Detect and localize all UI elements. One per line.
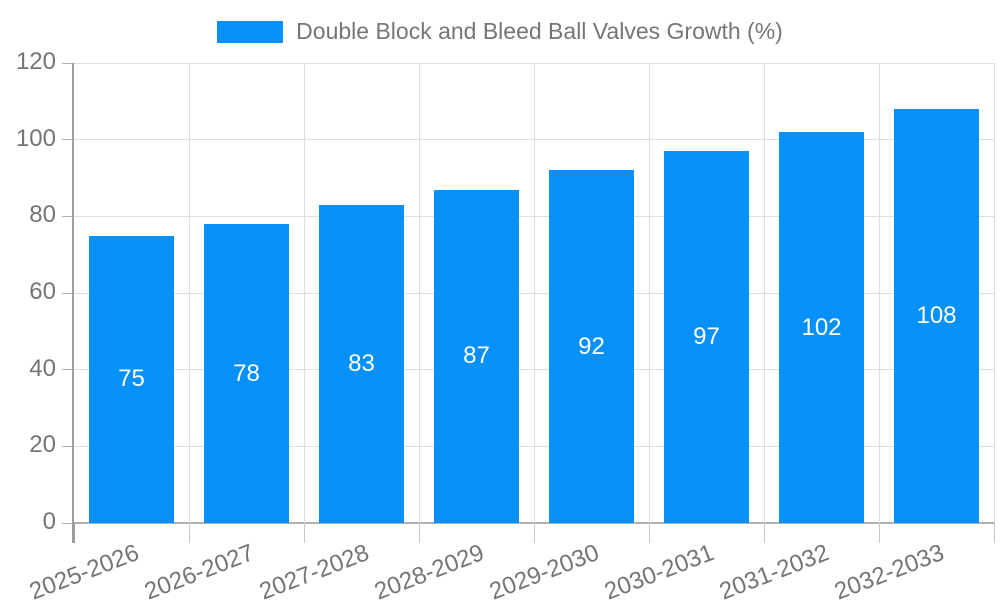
y-axis-label: 120	[15, 48, 56, 76]
x-tick	[878, 523, 880, 543]
x-axis-label: 2025-2026	[25, 539, 143, 600]
y-tick	[62, 522, 74, 524]
bar-value-label: 108	[916, 302, 957, 329]
x-tick	[188, 523, 190, 543]
legend-swatch	[217, 20, 284, 43]
y-axis-label: 20	[29, 431, 56, 459]
x-axis-label: 2032-2033	[830, 539, 948, 600]
x-axis-label: 2031-2032	[715, 539, 833, 600]
plot-area: 0 20 40 60 80 100 120 75 2025-2026 78 2026-2027 83 2…	[16, 50, 995, 600]
bar[interactable]: 83	[319, 204, 404, 523]
x-tick	[418, 523, 420, 543]
x-tick	[763, 523, 765, 543]
v-gridline	[418, 63, 420, 523]
v-gridline	[763, 63, 765, 523]
bar[interactable]: 92	[549, 170, 634, 523]
x-axis-label: 2028-2029	[370, 539, 488, 600]
y-axis-label: 0	[42, 508, 56, 536]
y-tick	[62, 369, 74, 371]
y-tick	[62, 445, 74, 447]
v-gridline	[648, 63, 650, 523]
y-tick	[62, 215, 74, 217]
x-tick	[533, 523, 535, 543]
x-tick	[73, 523, 75, 543]
x-tick	[303, 523, 305, 543]
y-tick	[62, 292, 74, 294]
bar-value-label: 83	[348, 349, 375, 377]
v-gridline	[533, 63, 535, 523]
bar-value-label: 92	[578, 332, 605, 360]
x-axis-label: 2027-2028	[255, 539, 373, 600]
y-axis-label: 60	[29, 278, 56, 306]
y-axis-line	[72, 63, 74, 543]
x-tick	[993, 523, 995, 543]
bar-value-label: 87	[463, 342, 490, 370]
x-tick	[648, 523, 650, 543]
v-gridline	[303, 63, 305, 523]
v-gridline	[878, 63, 880, 523]
x-axis-label: 2030-2031	[600, 539, 718, 600]
y-axis-label: 100	[15, 124, 56, 152]
v-gridline	[188, 63, 190, 523]
chart-legend: Double Block and Bleed Ball Valves Growt…	[0, 18, 1000, 45]
x-axis-label: 2026-2027	[140, 539, 258, 600]
y-tick	[62, 62, 74, 64]
bar[interactable]: 78	[204, 224, 289, 523]
bar-value-label: 78	[233, 359, 260, 387]
bar-value-label: 97	[693, 323, 720, 351]
bar[interactable]: 102	[779, 132, 864, 523]
bar-value-label: 102	[801, 313, 842, 341]
bar[interactable]: 97	[664, 151, 749, 523]
legend-label: Double Block and Bleed Ball Valves Growt…	[296, 18, 783, 44]
y-axis-label: 40	[29, 354, 56, 382]
v-gridline	[993, 63, 995, 523]
x-axis-label: 2029-2030	[485, 539, 603, 600]
bar[interactable]: 75	[89, 235, 174, 523]
bar[interactable]: 108	[894, 109, 979, 523]
bar[interactable]: 87	[434, 189, 519, 523]
y-tick	[62, 139, 74, 141]
bar-value-label: 75	[118, 365, 145, 393]
y-axis-label: 80	[29, 201, 56, 229]
